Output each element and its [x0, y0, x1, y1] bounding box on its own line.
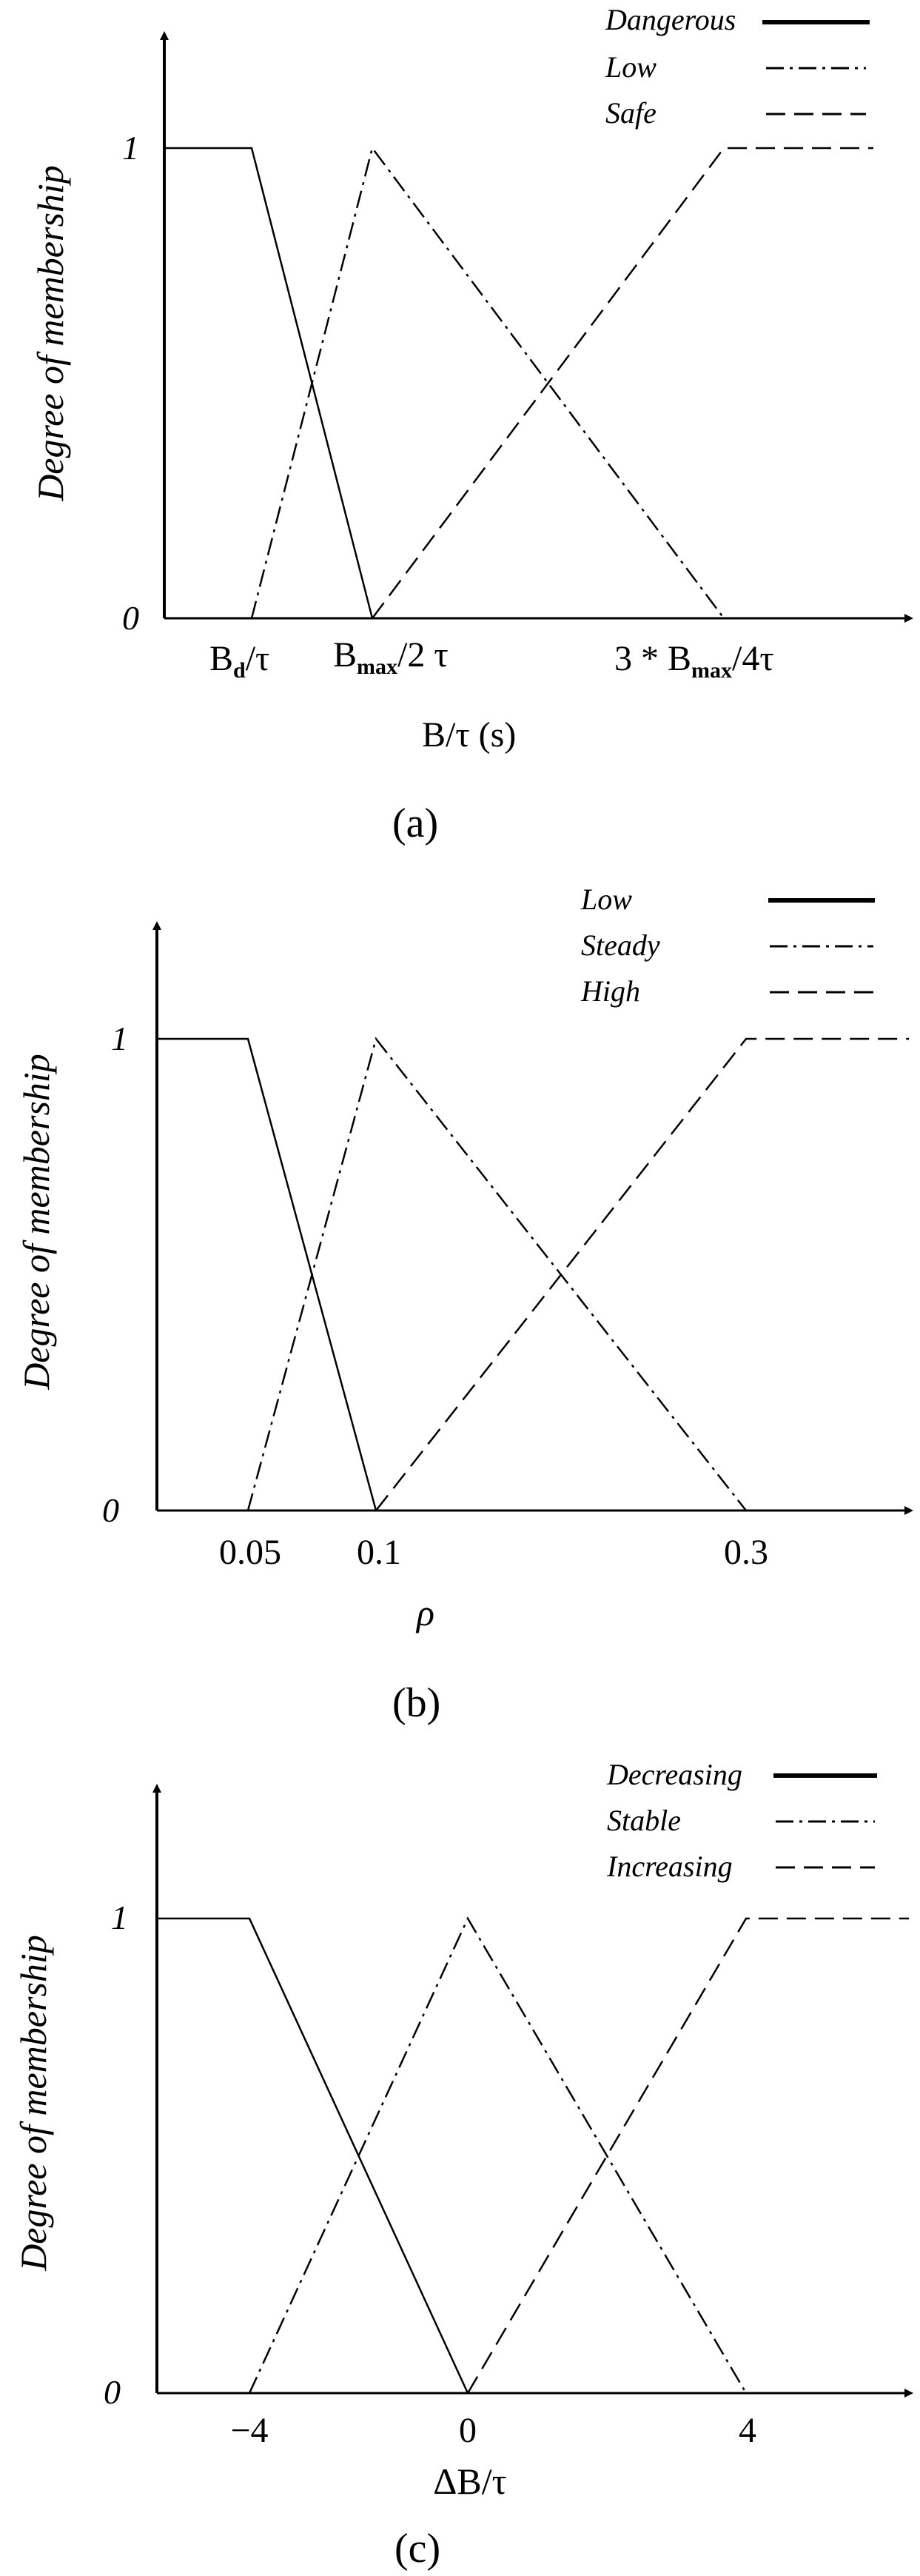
- panel-b: Degree of membership 1 0 0.05 0.1 0.3 ρ …: [16, 883, 913, 1726]
- panel-b-xlabel: ρ: [415, 1592, 434, 1633]
- svg-text:Bd/τ: Bd/τ: [209, 639, 269, 683]
- panel-a-ylabel: Degree of membership: [30, 165, 71, 502]
- panel-c-legend-stable: Stable: [607, 1804, 681, 1837]
- panel-a-series-safe: [371, 147, 873, 619]
- panel-b-ylabel: Degree of membership: [16, 1054, 57, 1391]
- panel-b-series: [157, 1037, 909, 1511]
- panel-a-series-low: [250, 146, 725, 619]
- panel-a-series-dangerous: [164, 147, 374, 619]
- panel-b-series-steady: [246, 1037, 747, 1511]
- panel-b-ytick-1: 1: [111, 1020, 128, 1057]
- panel-a-legend-low: Low: [605, 50, 657, 84]
- panel-a-legend-dangerous: Dangerous: [605, 3, 736, 36]
- panel-a-xtick-1: Bd/τ: [209, 639, 269, 683]
- panel-c-legend: Decreasing Stable Increasing: [606, 1758, 877, 1883]
- panel-a-xtick-2: Bmax/2 τ: [333, 635, 449, 679]
- panel-a-legend-safe: Safe: [605, 96, 657, 130]
- panel-b-legend-low: Low: [580, 883, 632, 916]
- panel-c-legend-increasing: Increasing: [606, 1850, 733, 1883]
- panel-c-legend-decreasing: Decreasing: [606, 1758, 742, 1791]
- panel-c-series-increasing: [466, 1917, 909, 2394]
- panel-b-legend-high: High: [580, 974, 640, 1008]
- panel-c-xtick-3: 4: [739, 2411, 756, 2450]
- panel-a-ytick-0: 0: [122, 599, 139, 637]
- panel-a: Degree of membership 1 0 Bd/τ Bmax/2 τ 3…: [30, 3, 913, 846]
- panel-b-xtick-1: 0.05: [219, 1533, 281, 1572]
- panel-b-series-low: [157, 1037, 377, 1511]
- panel-c-ytick-0: 0: [104, 2373, 121, 2411]
- panel-c-ylabel: Degree of membership: [13, 1935, 54, 2272]
- panel-c-xtick-1: −4: [230, 2411, 268, 2450]
- panel-c-series-stable: [248, 1916, 748, 2394]
- panel-a-legend: Dangerous Low Safe: [605, 3, 870, 130]
- panel-c: Degree of membership 1 0 −4 0 4 ΔB/τ Dec…: [13, 1758, 913, 2572]
- panel-b-legend-steady: Steady: [581, 929, 660, 962]
- panel-a-series: [164, 146, 873, 619]
- panel-b-ytick-0: 0: [102, 1491, 119, 1529]
- svg-text:Bmax/2 τ: Bmax/2 τ: [333, 635, 449, 679]
- panel-b-xtick-3: 0.3: [724, 1533, 768, 1572]
- panel-c-series: [157, 1916, 909, 2394]
- panel-a-xtick-3: 3 * Bmax/4τ: [614, 639, 774, 683]
- panel-a-label: (a): [392, 800, 438, 846]
- panel-b-series-high: [375, 1037, 909, 1511]
- panel-c-series-decreasing: [157, 1917, 469, 2394]
- svg-text:3 * Bmax/4τ: 3 * Bmax/4τ: [614, 639, 774, 683]
- panel-c-ytick-1: 1: [111, 1898, 128, 1936]
- panel-a-ytick-1: 1: [122, 129, 139, 167]
- panel-c-xtick-2: 0: [459, 2411, 477, 2450]
- panel-b-xtick-2: 0.1: [357, 1533, 401, 1572]
- panel-c-label: (c): [394, 2526, 440, 2572]
- panel-b-label: (b): [392, 1680, 440, 1726]
- panel-a-xlabel: B/τ (s): [422, 715, 516, 755]
- panel-b-legend: Low Steady High: [580, 883, 875, 1008]
- panel-c-xlabel: ΔB/τ: [433, 2460, 507, 2502]
